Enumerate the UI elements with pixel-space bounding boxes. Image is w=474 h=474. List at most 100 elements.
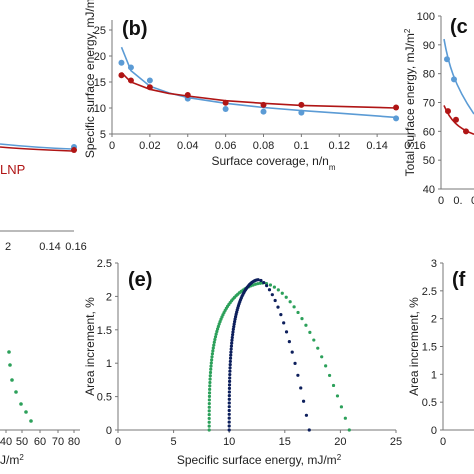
panel-e-point-1-71 (287, 340, 291, 344)
panel-c-y-tick-6: 100 (417, 11, 435, 23)
panel-b-point-1-5 (260, 101, 267, 108)
panel-e-point-0-26 (212, 340, 216, 344)
panel-e-y-tick-2: 1 (106, 358, 112, 370)
panel-e-y-tick-1: 0.5 (97, 392, 112, 404)
panel-e-point-0-70 (300, 316, 304, 321)
panel-c-point-blue-1 (451, 76, 457, 83)
panel-b-x-tick-4: 0.08 (253, 140, 274, 152)
panel-e-point-1-21 (229, 353, 233, 357)
panel-e-point-1-74 (296, 373, 300, 377)
panel-d-x-tick-2: 60 (34, 436, 46, 448)
panel-c-point-blue-0 (444, 56, 450, 63)
panel-d-x-tick-4: 80 (68, 436, 80, 448)
panel-e-point-0-4 (207, 413, 211, 417)
panel-c-label: (c (450, 16, 468, 38)
panel-e-point-1-8 (227, 397, 231, 401)
panel-e-point-1-78 (307, 428, 311, 432)
panel-e-point-0-13 (208, 380, 212, 385)
panel-e-point-1-32 (232, 322, 236, 326)
panel-e-point-1-60 (256, 278, 260, 282)
panel-f-y-tick-0: 0 (431, 425, 437, 437)
panel-a-x-tick-1: 0.14 (39, 241, 60, 253)
panel-e-x-tick-2: 10 (223, 436, 235, 448)
panel-e-point-0-59 (258, 281, 262, 285)
panel-e-point-1-65 (270, 293, 274, 297)
panel-e-point-1-76 (301, 399, 306, 403)
panel-e-point-0-58 (256, 282, 260, 286)
panel-e-point-0-74 (316, 346, 320, 350)
panel-e-point-0-17 (209, 367, 213, 371)
panel-e-point-0-14 (208, 377, 212, 381)
panel-e-x-tick-0: 0 (115, 436, 121, 448)
panel-e-point-0-23 (211, 349, 215, 353)
panel-e-point-0-24 (211, 346, 215, 350)
panel-e-point-1-67 (276, 305, 280, 309)
panel-e-point-1-22 (229, 350, 233, 354)
panel-c-x-tick-2: 0 (471, 195, 474, 207)
panel-f-y-tick-2: 1 (431, 369, 437, 381)
panel-e-point-0-21 (210, 355, 214, 359)
panel-b-point-1-7 (393, 104, 400, 111)
panel-a-fit-red (0, 146, 73, 152)
panel-e-point-1-18 (228, 363, 232, 367)
panel-e-point-1-33 (233, 319, 237, 324)
panel-b-x-tick-7: 0.14 (366, 140, 387, 152)
panel-b-y-tick-1: 10 (94, 103, 106, 115)
panel-e-point-1-20 (228, 356, 233, 360)
panel-a-point-red-0 (71, 147, 77, 153)
panel-c-y-tick-1: 50 (423, 155, 435, 167)
panel-e-point-1-61 (259, 278, 263, 283)
panel-e-point-0-7 (207, 401, 211, 406)
panel-e-point-1-68 (279, 313, 283, 317)
panel-e-point-1-17 (228, 366, 232, 370)
panel-e-point-1-14 (228, 376, 232, 380)
panel-b-x-tick-1: 0.02 (139, 140, 160, 152)
panel-f-y-tick-3: 1.5 (422, 342, 437, 354)
panel-b-fit-1 (120, 72, 397, 109)
panel-e-point-1-72 (290, 350, 294, 354)
panel-b-x-tick-8: 0.16 (404, 140, 425, 152)
panel-f-ylabel: Area increment, % (407, 297, 421, 396)
panel-e-point-0-22 (210, 352, 214, 356)
panel-e-x-tick-1: 5 (171, 436, 177, 448)
panel-e-point-0-67 (288, 300, 292, 304)
panel-e-point-0-71 (304, 323, 308, 327)
panel-e-point-1-4 (227, 412, 231, 416)
panel-a-x-tick-2: 0.16 (65, 241, 86, 253)
panel-b-ylabel: Specific surface energy, mJ/m2 (83, 0, 98, 158)
panel-f-x-tick-0: 0 (440, 436, 446, 448)
panel-e-point-1-25 (230, 341, 234, 345)
panel-b-point-0-2 (146, 77, 153, 84)
panel-e-xlabel: Specific surface energy, mJ/m2 (177, 453, 342, 468)
panel-e-point-1-0 (227, 428, 231, 432)
panel-e-point-0-64 (276, 288, 280, 292)
panel-e-point-0-27 (213, 337, 217, 342)
panel-b-y-tick-2: 15 (94, 77, 106, 89)
panel-d-xlabel: J/m2 (0, 453, 24, 468)
panel-e-point-0-63 (272, 285, 276, 289)
panel-a-x-tick-0: 2 (5, 241, 11, 253)
panel-c-x-tick-1: 0. (453, 195, 462, 207)
panel-b-point-1-2 (146, 84, 153, 91)
panel-f-y-tick-5: 2.5 (422, 286, 437, 298)
panel-c-fit-red (443, 105, 474, 135)
panel-e-point-0-72 (308, 330, 312, 334)
panel-e-point-0-69 (296, 310, 300, 315)
panel-e-point-1-64 (267, 288, 272, 292)
panel-e-point-1-29 (231, 330, 235, 334)
panel-b-y-tick-4: 25 (94, 25, 106, 37)
panel-e-point-1-5 (227, 408, 231, 413)
panel-e-point-0-8 (207, 398, 211, 402)
panel-d-point-1 (8, 363, 12, 367)
panel-e-point-1-34 (233, 317, 237, 321)
panel-e-point-1-16 (228, 369, 232, 373)
panel-d-x-tick-3: 70 (52, 436, 64, 448)
panel-e-point-1-6 (227, 405, 231, 409)
panel-c-point-red-0 (445, 108, 451, 115)
panel-d-point-5 (24, 410, 28, 414)
panel-c-y-tick-3: 70 (423, 98, 435, 110)
panel-b-fit-0 (120, 46, 397, 119)
panel-e-point-0-28 (213, 335, 218, 339)
panel-e-point-1-23 (229, 347, 233, 351)
panel-e-point-0-78 (331, 383, 336, 388)
